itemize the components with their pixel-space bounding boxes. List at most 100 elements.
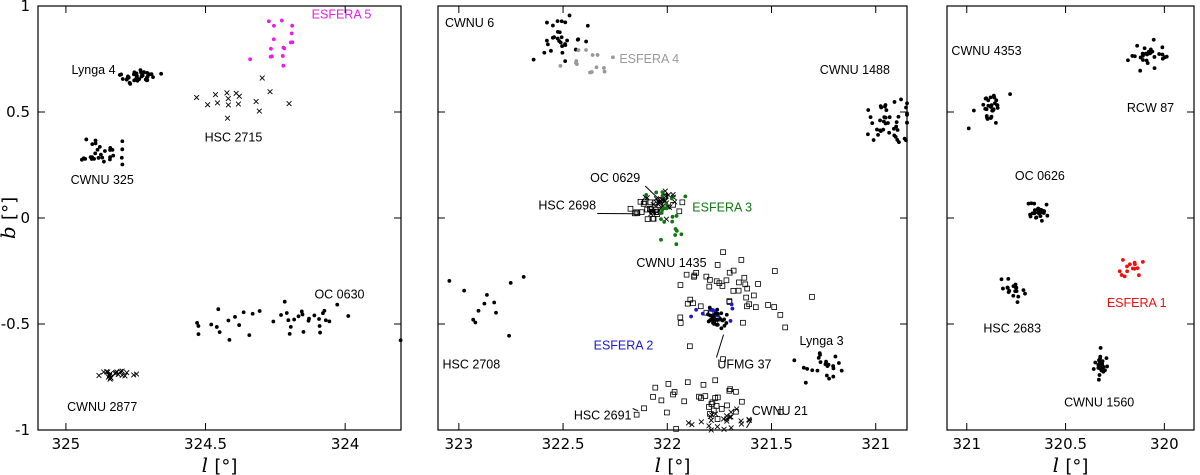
- data-point: [714, 262, 721, 268]
- data-point: [257, 309, 262, 313]
- data-point: [1145, 61, 1150, 65]
- data-point: [224, 90, 230, 96]
- data-point: [1032, 208, 1037, 213]
- leader-line: [715, 334, 725, 358]
- data-point: [683, 271, 690, 278]
- panel-3: CWNU 4353 RCW 87 OC 0626 ESFERA 1 HSC 2683 CW…: [946, 5, 1195, 475]
- cluster-label-hsc-2683: HSC 2683: [983, 321, 1041, 335]
- data-point: [782, 324, 788, 331]
- data-point: [507, 333, 511, 338]
- data-point: [549, 48, 553, 53]
- data-point: [878, 128, 883, 133]
- data-point: [1023, 291, 1027, 296]
- data-point: [991, 108, 995, 113]
- data-point: [971, 108, 976, 113]
- data-point: [883, 103, 888, 107]
- data-point: [693, 270, 699, 276]
- x-tick-label: 323: [445, 435, 474, 453]
- data-point: [989, 105, 993, 109]
- data-point: [250, 311, 255, 316]
- data-point: [870, 121, 875, 126]
- data-point: [284, 311, 289, 315]
- data-point: [559, 19, 564, 24]
- data-point: [589, 70, 594, 74]
- data-point: [665, 381, 672, 387]
- cluster-lynga-4: [117, 68, 164, 86]
- data-point: [327, 319, 332, 324]
- data-point: [988, 95, 993, 100]
- data-point: [567, 13, 572, 18]
- data-point: [100, 155, 105, 160]
- data-point: [301, 330, 306, 334]
- data-point: [899, 97, 903, 102]
- data-point: [159, 71, 164, 76]
- data-point: [809, 294, 815, 300]
- cluster-label-cwnu-6: CWNU 6: [445, 16, 494, 30]
- data-point: [833, 354, 838, 359]
- cluster-cwnu-1488: [866, 97, 909, 145]
- data-point: [447, 279, 452, 283]
- data-point: [590, 53, 595, 57]
- data-point: [476, 308, 481, 313]
- data-point: [565, 38, 570, 43]
- data-point: [831, 364, 836, 368]
- y-axis-label: b [°]: [0, 197, 20, 239]
- data-point: [271, 319, 276, 324]
- data-point: [1097, 373, 1102, 377]
- data-point: [641, 199, 648, 206]
- data-point: [1014, 289, 1019, 294]
- data-point: [282, 46, 287, 51]
- data-point: [307, 316, 311, 321]
- data-point: [721, 426, 727, 433]
- data-point: [214, 100, 221, 106]
- data-point: [225, 95, 231, 102]
- data-point: [707, 277, 713, 283]
- data-point: [981, 102, 986, 107]
- data-point: [1126, 58, 1130, 63]
- data-point: [281, 63, 286, 68]
- data-point: [709, 412, 715, 418]
- data-point: [871, 138, 876, 142]
- data-point: [1117, 269, 1122, 274]
- data-point: [1130, 266, 1135, 271]
- data-point: [292, 317, 297, 322]
- data-point: [792, 358, 797, 363]
- data-point: [706, 312, 710, 317]
- data-point: [728, 409, 734, 415]
- data-point: [317, 324, 322, 328]
- data-point: [108, 155, 112, 160]
- data-point: [557, 30, 562, 35]
- data-point: [647, 205, 653, 212]
- data-point: [700, 311, 705, 316]
- cluster-label-oc-0629: OC 0629: [590, 171, 640, 185]
- cluster-label-cwnu-325: CWNU 325: [71, 173, 134, 187]
- data-point: [1015, 300, 1020, 305]
- data-point: [744, 285, 750, 292]
- cluster-cwnu-2877: [96, 368, 140, 382]
- data-point: [107, 376, 113, 382]
- data-point: [300, 312, 305, 317]
- data-point: [248, 57, 253, 62]
- data-point: [140, 73, 145, 78]
- data-point: [730, 306, 735, 311]
- data-point: [994, 98, 999, 103]
- cluster-hsc-2708: [447, 274, 526, 338]
- data-point: [671, 389, 678, 395]
- data-point: [267, 88, 273, 95]
- leader-line: [644, 185, 664, 204]
- cluster-label-hsc-2715: HSC 2715: [205, 131, 263, 145]
- data-point: [196, 332, 201, 337]
- data-point: [224, 115, 231, 121]
- data-point: [714, 416, 721, 422]
- data-point: [698, 395, 704, 401]
- data-point: [323, 318, 328, 323]
- data-point: [226, 318, 231, 323]
- data-point: [89, 156, 94, 161]
- data-point: [1147, 49, 1151, 54]
- data-point: [1001, 286, 1005, 291]
- data-point: [777, 312, 784, 318]
- data-point: [1032, 201, 1037, 206]
- data-point: [93, 138, 98, 143]
- data-point: [1136, 273, 1141, 278]
- cluster-label-oc-0630: OC 0630: [314, 288, 364, 302]
